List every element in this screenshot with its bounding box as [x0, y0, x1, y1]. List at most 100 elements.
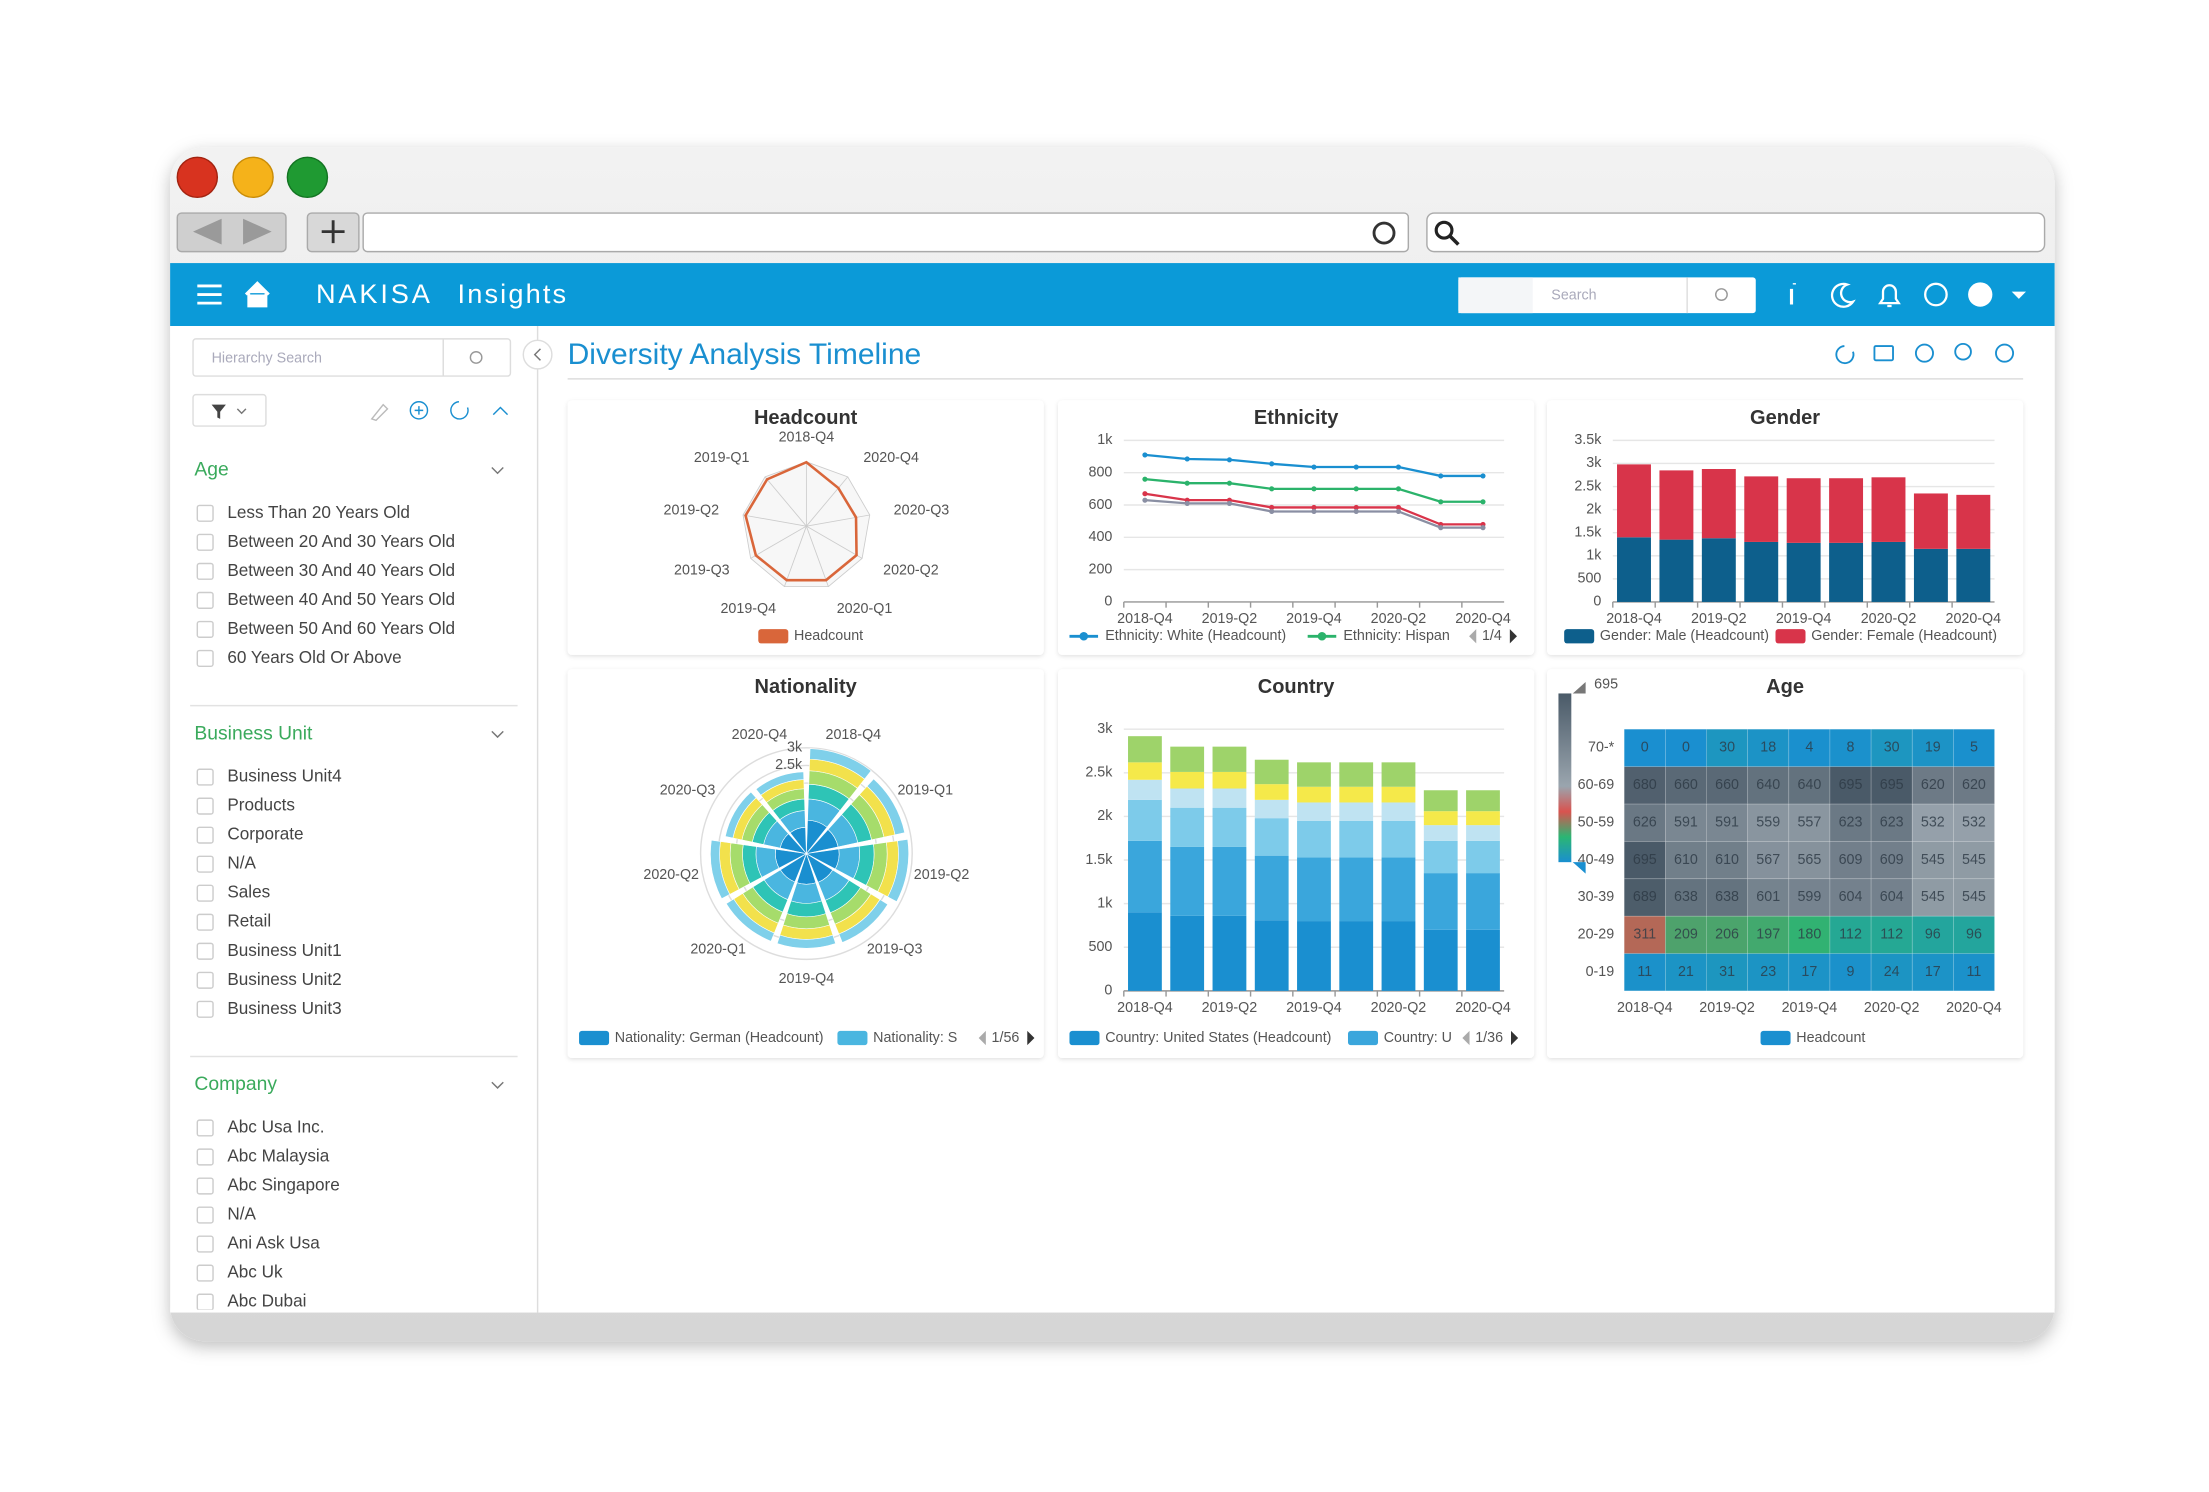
legend-prev[interactable]	[1469, 629, 1477, 644]
checkbox[interactable]	[196, 1293, 214, 1310]
about-icon[interactable]	[1995, 343, 2015, 363]
checkbox[interactable]	[196, 1264, 214, 1282]
heatmap-cell	[1665, 803, 1707, 842]
close-button[interactable]	[176, 156, 219, 199]
add-icon[interactable]	[409, 401, 429, 420]
browser-search[interactable]	[1426, 212, 2046, 253]
sidebar-toggle[interactable]	[522, 339, 553, 370]
x-tick-label: 2019-Q2	[1202, 611, 1258, 627]
checkbox[interactable]	[196, 1177, 214, 1195]
search-button[interactable]	[469, 351, 483, 364]
radar-label: 2019-Q3	[674, 562, 730, 578]
checkbox[interactable]	[196, 504, 214, 522]
legend-next[interactable]	[1509, 629, 1517, 644]
heatmap-cell	[1870, 803, 1913, 842]
x-tick-label: 2019-Q2	[1691, 611, 1747, 627]
menu-icon[interactable]	[197, 284, 222, 305]
filter-option: Between 20 And 30 Years Old	[227, 531, 455, 551]
user-menu-caret[interactable]	[2011, 291, 2026, 299]
filter-option: Corporate	[227, 824, 303, 844]
hierarchy-search[interactable]	[192, 338, 512, 377]
line-point	[1184, 480, 1190, 486]
filter-option: N/A	[227, 853, 256, 873]
url-bar[interactable]	[362, 212, 1410, 253]
bar-segment	[1466, 790, 1500, 812]
checkbox[interactable]	[196, 591, 214, 609]
search-scope[interactable]	[1458, 277, 1533, 314]
heatmap-cell	[1623, 953, 1666, 992]
radar-spoke	[783, 526, 807, 587]
checkbox[interactable]	[196, 826, 214, 844]
legend-swatch-dot	[1317, 631, 1327, 641]
line-point	[1269, 461, 1275, 467]
checkbox[interactable]	[196, 942, 214, 960]
checkbox[interactable]	[196, 971, 214, 989]
cell-label: 311	[1633, 927, 1656, 943]
checkbox[interactable]	[196, 797, 214, 815]
checkbox[interactable]	[196, 562, 214, 580]
view-icon[interactable]	[1873, 345, 1894, 362]
reload-icon[interactable]	[1372, 221, 1396, 245]
y-tick-label: 3k	[1097, 721, 1113, 737]
y-tick-label: 70-*	[1588, 740, 1615, 756]
search-icon-handle	[1448, 234, 1460, 246]
nav-buttons[interactable]	[176, 212, 287, 253]
bar-segment	[1254, 920, 1289, 991]
chart-card	[1058, 400, 1535, 655]
group-chevron[interactable]	[491, 1081, 504, 1089]
filter-option: Between 30 And 40 Years Old	[227, 560, 455, 580]
checkbox[interactable]	[196, 649, 214, 668]
y-tick-label: 0	[1104, 594, 1112, 610]
reset-icon[interactable]	[450, 401, 469, 420]
legend-next[interactable]	[1027, 1030, 1035, 1046]
search-button[interactable]	[1715, 288, 1728, 301]
legend-prev[interactable]	[978, 1030, 986, 1046]
group-chevron[interactable]	[491, 467, 504, 475]
bar-segment	[1128, 799, 1162, 841]
home-icon[interactable]	[244, 281, 270, 308]
filter-button[interactable]	[192, 393, 267, 427]
chart-icon[interactable]	[1914, 343, 1934, 363]
checkbox[interactable]	[196, 855, 214, 873]
checkbox[interactable]	[196, 884, 214, 902]
bar-segment	[1212, 846, 1247, 916]
filter-option: Retail	[227, 911, 271, 931]
checkbox[interactable]	[196, 1235, 214, 1253]
minimize-button[interactable]	[232, 156, 274, 199]
legend-prev[interactable]	[1462, 1030, 1470, 1046]
checkbox[interactable]	[196, 1206, 214, 1224]
info-icon[interactable]	[1789, 283, 1796, 305]
line-point	[1142, 491, 1148, 497]
line-point	[1438, 525, 1444, 531]
edit-icon[interactable]	[370, 403, 389, 422]
bell-icon[interactable]	[1878, 284, 1901, 308]
user-icon[interactable]	[1968, 282, 1993, 307]
legend-next[interactable]	[1510, 1030, 1519, 1046]
help-icon[interactable]	[1924, 282, 1948, 307]
chart-title: Nationality	[755, 676, 858, 698]
checkbox[interactable]	[196, 913, 214, 931]
checkbox[interactable]	[196, 1148, 214, 1166]
checkbox[interactable]	[196, 1000, 214, 1018]
checkbox[interactable]	[196, 1119, 214, 1137]
filter-option: Abc Dubai	[227, 1291, 306, 1311]
polar-bar-segment	[838, 899, 889, 943]
group-chevron[interactable]	[491, 730, 504, 739]
checkbox[interactable]	[196, 768, 214, 786]
collapse-icon[interactable]	[492, 406, 509, 416]
heatmap-cell	[1911, 766, 1954, 805]
visual-map-handle[interactable]	[1572, 862, 1586, 874]
zoom-icon[interactable]	[1954, 342, 1972, 361]
checkbox[interactable]	[196, 620, 214, 638]
heatmap-cell	[1829, 766, 1872, 805]
legend-swatch	[1775, 629, 1806, 644]
maximize-button[interactable]	[286, 156, 329, 199]
dark-mode-icon[interactable]	[1830, 282, 1856, 308]
line-point	[1480, 525, 1486, 531]
x-tick-label: 2018-Q4	[1617, 1000, 1673, 1016]
cell-label: 545	[1921, 852, 1945, 868]
radar-series	[744, 460, 858, 582]
refresh-icon[interactable]	[1835, 345, 1855, 365]
checkbox[interactable]	[196, 533, 214, 551]
heatmap-cell	[1706, 766, 1749, 805]
